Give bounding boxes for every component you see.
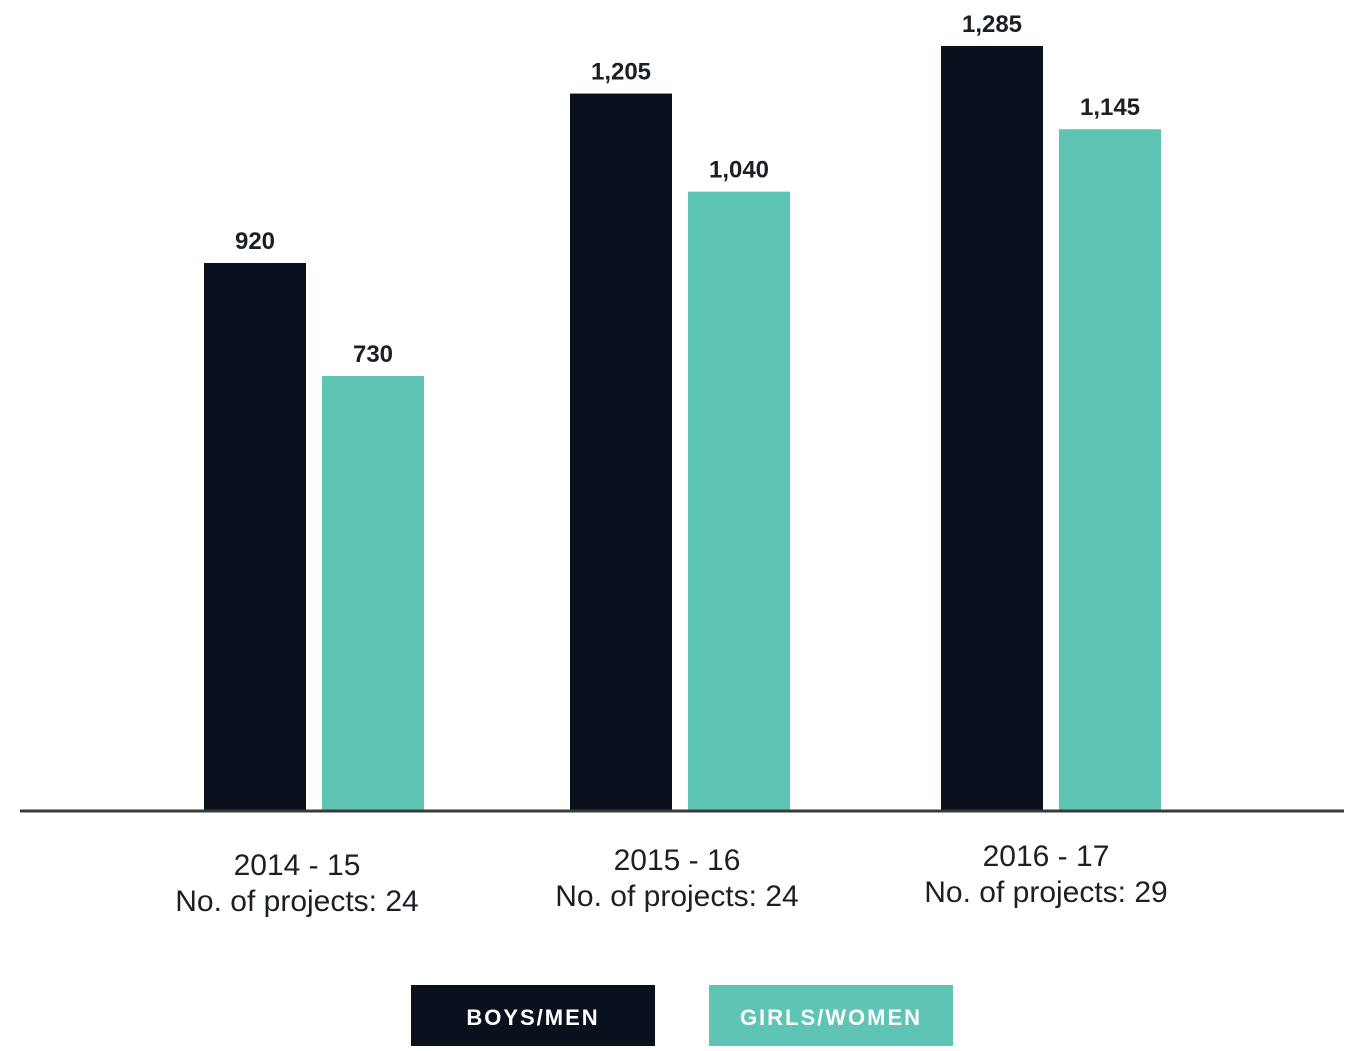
data-label-boys-men-0: 920 <box>235 228 275 255</box>
data-label-boys-men-1: 1,205 <box>591 59 651 86</box>
category-label-1: 2015 - 16 <box>614 844 741 877</box>
legend-label-boys-men: BOYS/MEN <box>466 1005 599 1030</box>
bar-girls-women-2 <box>1059 129 1161 810</box>
data-label-boys-men-2: 1,285 <box>962 11 1022 38</box>
data-label-girls-women-1: 1,040 <box>709 157 769 184</box>
category-label-0: 2014 - 15 <box>234 849 361 882</box>
data-label-girls-women-2: 1,145 <box>1080 94 1140 121</box>
category-sublabel-0: No. of projects: 24 <box>175 885 418 918</box>
category-sublabel-2: No. of projects: 29 <box>924 876 1167 909</box>
bar-boys-men-0 <box>204 263 306 810</box>
legend-swatch-girls-women <box>709 985 953 1046</box>
data-label-girls-women-0: 730 <box>353 341 393 368</box>
legend-swatch-boys-men <box>411 985 655 1046</box>
bar-girls-women-1 <box>688 191 790 810</box>
legend-label-girls-women: GIRLS/WOMEN <box>740 1005 922 1030</box>
bar-girls-women-0 <box>322 375 424 810</box>
category-sublabel-1: No. of projects: 24 <box>555 880 798 913</box>
category-label-2: 2016 - 17 <box>983 840 1110 873</box>
bar-boys-men-2 <box>941 46 1043 810</box>
bar-boys-men-1 <box>570 93 672 810</box>
